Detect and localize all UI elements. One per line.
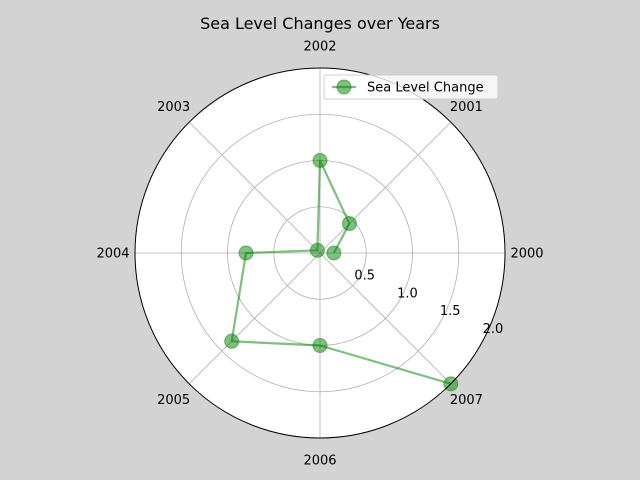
data-point xyxy=(224,333,240,349)
theta-tick-label: 2006 xyxy=(303,454,336,469)
data-point xyxy=(326,245,342,261)
radial-tick-labels: 0.5 1.0 1.5 2.0 xyxy=(354,269,503,337)
radial-tick-label: 1.5 xyxy=(440,304,461,319)
data-point xyxy=(309,242,325,258)
polar-frame xyxy=(134,67,506,439)
data-point xyxy=(238,245,254,261)
radial-tick-label: 0.5 xyxy=(354,269,375,284)
angular-gridline xyxy=(188,252,321,385)
grid xyxy=(135,68,505,438)
theta-tick-label: 2000 xyxy=(510,247,543,262)
legend-marker xyxy=(336,79,352,95)
theta-tick-label: 2001 xyxy=(450,100,483,115)
plot-area: 2000 2001 2002 2003 2004 2005 2006 2007 0.5 1.0 1… xyxy=(96,40,543,469)
chart-title: Sea Level Changes over Years xyxy=(200,14,440,33)
radial-tick-label: 1.0 xyxy=(397,286,418,301)
radial-tick-label: 2.0 xyxy=(483,322,504,337)
legend: Sea Level Change xyxy=(323,74,499,100)
legend-box xyxy=(323,74,499,100)
series-line xyxy=(230,159,452,385)
data-point xyxy=(312,153,328,168)
angular-gridline xyxy=(188,121,321,254)
series-layer xyxy=(224,153,459,392)
theta-tick-label: 2005 xyxy=(157,393,190,408)
angular-gridline xyxy=(319,121,452,254)
angular-gridline xyxy=(319,252,452,385)
legend-label: Sea Level Change xyxy=(367,81,484,96)
theta-tick-label: 2007 xyxy=(450,393,483,408)
data-point xyxy=(341,216,357,232)
theta-tick-label: 2002 xyxy=(303,40,336,55)
theta-tick-label: 2004 xyxy=(96,247,129,262)
data-point xyxy=(312,338,328,353)
theta-tick-label: 2003 xyxy=(157,100,190,115)
theta-tick-labels: 2000 2001 2002 2003 2004 2005 2006 2007 xyxy=(96,40,543,469)
